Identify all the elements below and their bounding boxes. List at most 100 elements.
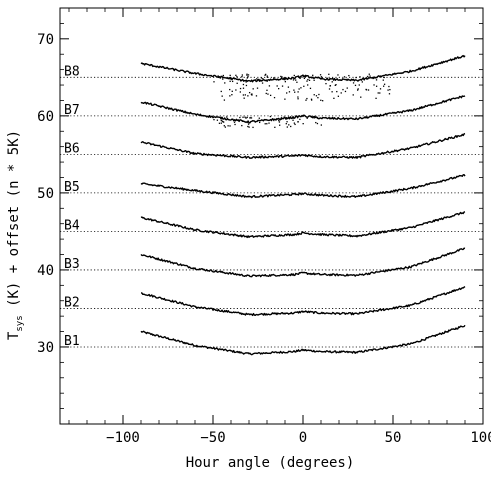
scatter-point xyxy=(268,85,271,87)
scatter-point xyxy=(316,117,318,119)
scatter-point xyxy=(281,76,283,78)
scatter-point xyxy=(286,78,289,80)
scatter-point xyxy=(239,91,241,93)
scatter-point xyxy=(379,75,382,77)
scatter-point xyxy=(223,121,225,123)
series-curves xyxy=(140,54,466,356)
scatter-point xyxy=(272,78,275,81)
scatter-point xyxy=(368,73,370,75)
scatter-point xyxy=(246,74,248,76)
scatter-point xyxy=(305,99,307,101)
scatter-point xyxy=(293,117,295,119)
scatter-point xyxy=(352,94,354,96)
scatter-point xyxy=(311,116,313,118)
scatter-point xyxy=(278,121,281,123)
scatter-point xyxy=(287,86,290,88)
scatter-point xyxy=(329,85,332,87)
scatter-point xyxy=(317,76,319,78)
scatter-point xyxy=(294,123,296,126)
scatter-point xyxy=(241,74,243,76)
scatter-point xyxy=(358,84,360,86)
scatter-point xyxy=(265,73,267,76)
scatter-point xyxy=(236,82,238,84)
scatter-point xyxy=(357,88,359,90)
scatter-point xyxy=(306,97,308,100)
scatter-point xyxy=(269,94,272,97)
scatter-point xyxy=(245,117,247,119)
scatter-point xyxy=(383,76,385,79)
scatter-point xyxy=(296,81,298,83)
x-tick-label: 0 xyxy=(299,430,307,446)
scatter-point xyxy=(248,91,251,94)
scatter-point xyxy=(286,126,288,128)
scatter-point xyxy=(239,87,242,90)
scatter-point xyxy=(375,97,377,99)
scatter-point xyxy=(306,80,308,82)
scatter-point xyxy=(320,77,322,80)
scatter-point xyxy=(366,78,369,80)
scatter-point xyxy=(267,93,269,95)
series-label-b1: B1 xyxy=(64,334,80,349)
series-curve-b1 xyxy=(140,324,466,356)
scatter-point xyxy=(293,74,295,77)
scatter-point xyxy=(244,94,246,96)
scatter-point xyxy=(245,81,247,83)
scatter-point xyxy=(285,123,287,125)
plot-frame xyxy=(59,7,484,425)
scatter-point xyxy=(264,123,266,125)
series-label-b6: B6 xyxy=(64,141,80,156)
scatter-point xyxy=(367,75,369,78)
scatter-point xyxy=(221,95,223,97)
scatter-point xyxy=(310,99,313,101)
series-curve-b5 xyxy=(140,173,466,199)
scatter-point xyxy=(266,123,268,125)
scatter-point xyxy=(313,94,315,96)
scatter-point xyxy=(243,97,245,99)
scatter-point xyxy=(297,96,299,98)
scatter-points xyxy=(213,73,391,129)
series-label-b3: B3 xyxy=(64,257,80,272)
scatter-point xyxy=(309,87,312,90)
scatter-point xyxy=(344,90,347,93)
y-tick-label: 50 xyxy=(37,186,54,202)
scatter-point xyxy=(307,78,309,81)
scatter-point xyxy=(221,116,223,119)
scatter-point xyxy=(258,117,260,119)
scatter-point xyxy=(284,81,287,83)
scatter-point xyxy=(219,77,222,79)
series-label-b4: B4 xyxy=(64,218,80,233)
scatter-point xyxy=(279,118,281,121)
scatter-point xyxy=(242,116,244,118)
scatter-point xyxy=(375,85,378,87)
scatter-point xyxy=(239,116,241,119)
scatter-point xyxy=(252,120,254,122)
y-tick-label: 60 xyxy=(37,109,54,125)
scatter-point xyxy=(223,99,226,101)
scatter-point xyxy=(247,74,250,76)
scatter-point xyxy=(333,97,335,99)
scatter-point xyxy=(361,81,363,83)
scatter-point xyxy=(293,89,295,91)
reference-lines xyxy=(60,76,483,348)
scatter-point xyxy=(231,118,233,120)
x-tick-label: −50 xyxy=(200,430,225,446)
scatter-point xyxy=(285,117,288,119)
scatter-point xyxy=(241,75,243,78)
scatter-point xyxy=(224,126,227,128)
scatter-point xyxy=(373,84,375,86)
scatter-point xyxy=(288,91,291,93)
scatter-point xyxy=(336,90,338,93)
scatter-point xyxy=(280,75,282,78)
scatter-point xyxy=(299,118,301,121)
scatter-point xyxy=(294,91,296,93)
scatter-point xyxy=(310,98,313,100)
scatter-point xyxy=(269,115,272,118)
scatter-point xyxy=(234,123,236,126)
series-curve-b6 xyxy=(140,132,466,159)
scatter-point xyxy=(388,85,390,88)
scatter-point xyxy=(220,119,222,122)
scatter-point xyxy=(249,117,251,119)
scatter-point xyxy=(369,75,371,77)
scatter-point xyxy=(266,75,268,77)
scatter-point xyxy=(246,73,248,75)
